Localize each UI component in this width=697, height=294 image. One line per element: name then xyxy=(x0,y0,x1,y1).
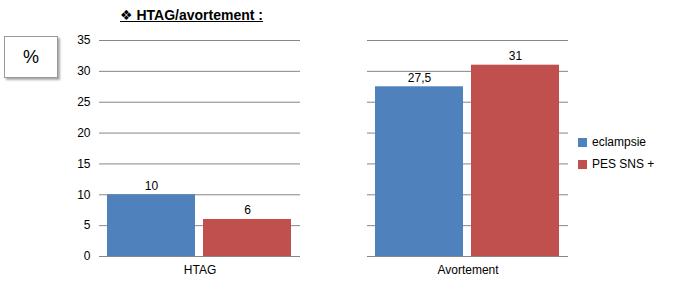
html-text:PES SNS +: PES SNS + xyxy=(592,157,655,171)
html-text:❖ HTAG/avortement :: ❖ HTAG/avortement : xyxy=(120,7,263,23)
svg-text:25: 25 xyxy=(77,95,91,109)
svg-text:0: 0 xyxy=(84,249,91,263)
svg-text:27,5: 27,5 xyxy=(408,71,432,85)
svg-text:10: 10 xyxy=(77,188,91,202)
svg-text:5: 5 xyxy=(84,218,91,232)
svg-text:35: 35 xyxy=(77,33,91,47)
svg-text:6: 6 xyxy=(244,203,251,217)
svg-text:10: 10 xyxy=(145,179,159,193)
svg-text:30: 30 xyxy=(77,64,91,78)
svg-text:15: 15 xyxy=(77,157,91,171)
html-text:eclampsie: eclampsie xyxy=(592,135,646,149)
svg-text:HTAG: HTAG xyxy=(184,263,216,277)
svg-text:31: 31 xyxy=(509,49,523,63)
svg-text:Avortement: Avortement xyxy=(437,263,499,277)
svg-text:20: 20 xyxy=(77,126,91,140)
